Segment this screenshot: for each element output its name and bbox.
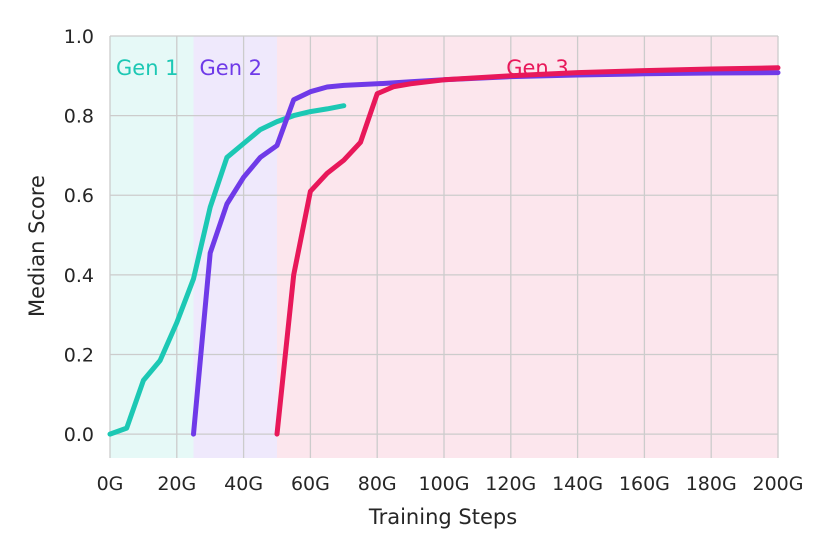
series-line-2	[191, 70, 781, 437]
x-tick-label-0: 0G	[97, 473, 124, 495]
region-1	[110, 36, 194, 458]
region-label-2: Gen 2	[200, 56, 263, 80]
region-2	[193, 36, 277, 458]
region-3	[277, 36, 778, 458]
series-lines	[107, 65, 781, 437]
series-line-1	[107, 103, 347, 437]
x-tick-label-3: 60G	[291, 473, 330, 495]
y-tick-label-5: 1.0	[64, 26, 94, 48]
x-tick-label-9: 180G	[686, 473, 737, 495]
generation-regions	[110, 36, 778, 458]
y-tick-label-0: 0.0	[64, 424, 94, 446]
y-tick-label-1: 0.2	[64, 344, 94, 366]
x-tick-label-4: 80G	[358, 473, 397, 495]
x-axis-ticks: 0G 20G 40G 60G 80G 100G 120G 140G 160G 180G 200G	[97, 473, 804, 495]
region-labels: Gen 1 Gen 2 Gen 3	[116, 56, 569, 80]
grid	[109, 35, 779, 458]
x-tick-label-8: 160G	[619, 473, 670, 495]
x-tick-label-5: 100G	[419, 473, 470, 495]
region-label-1: Gen 1	[116, 56, 179, 80]
y-tick-label-3: 0.6	[64, 185, 94, 207]
x-tick-label-6: 120G	[485, 473, 536, 495]
x-tick-label-7: 140G	[552, 473, 603, 495]
x-axis-title: Training Steps	[368, 505, 517, 529]
x-tick-label-10: 200G	[753, 473, 804, 495]
series-line-3	[274, 65, 781, 437]
y-axis-ticks: 0.0 0.2 0.4 0.6 0.8 1.0	[64, 26, 94, 446]
y-axis-title: Median Score	[25, 175, 49, 317]
y-tick-label-4: 0.8	[64, 106, 94, 128]
x-tick-label-2: 40G	[224, 473, 263, 495]
y-tick-label-2: 0.4	[64, 265, 94, 287]
x-tick-label-1: 20G	[157, 473, 196, 495]
